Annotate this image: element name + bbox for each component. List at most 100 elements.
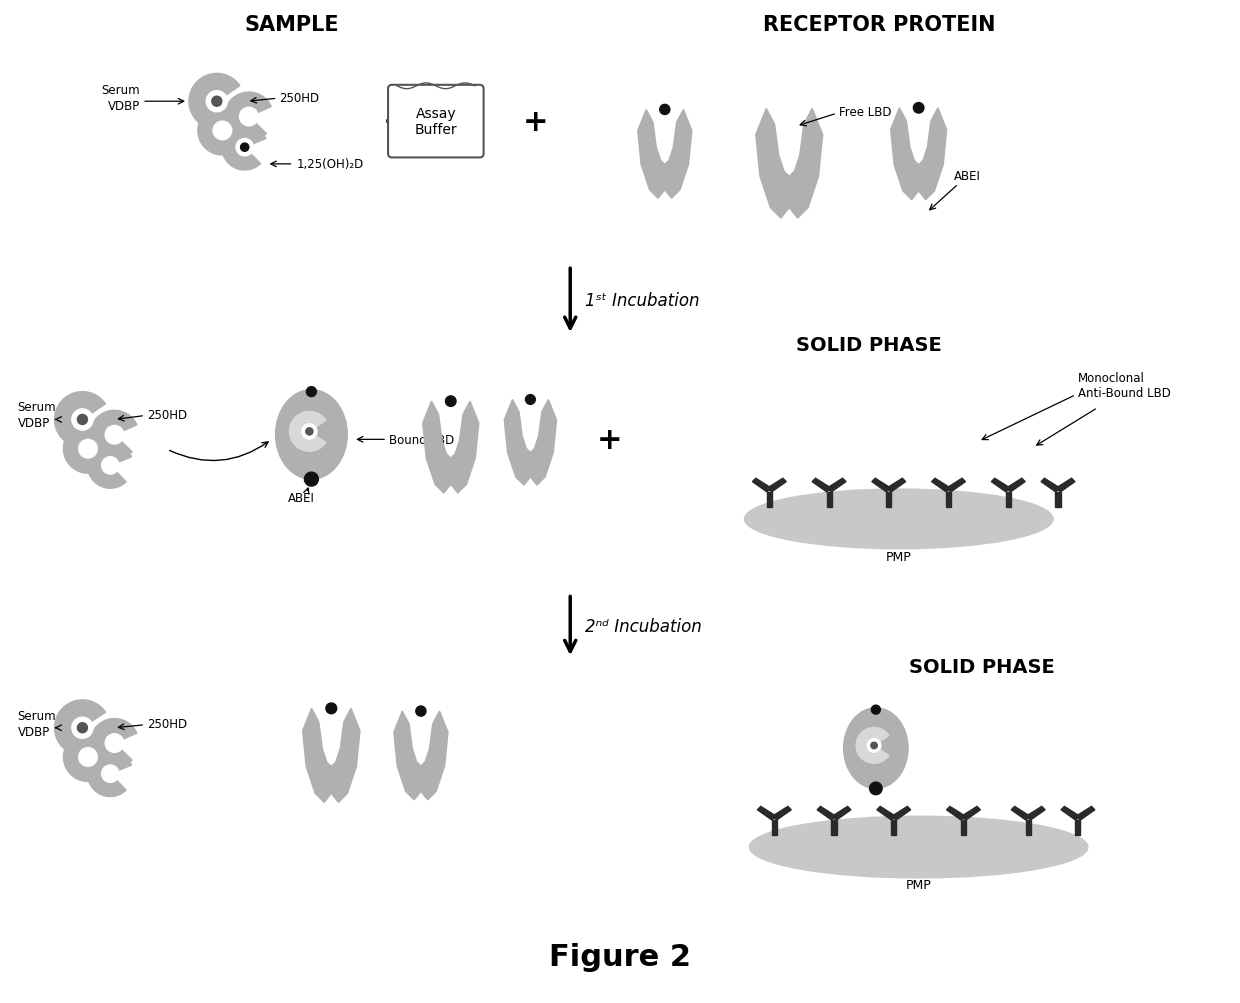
Wedge shape (188, 74, 239, 130)
Polygon shape (1075, 820, 1080, 835)
Circle shape (326, 703, 337, 714)
Circle shape (869, 782, 882, 794)
Polygon shape (946, 492, 951, 508)
Circle shape (102, 457, 119, 474)
Circle shape (72, 409, 93, 430)
Polygon shape (946, 806, 966, 820)
Circle shape (77, 415, 88, 425)
Ellipse shape (843, 708, 908, 788)
Text: RECEPTOR PROTEIN: RECEPTOR PROTEIN (763, 15, 994, 35)
Circle shape (78, 748, 97, 766)
Text: ABEI: ABEI (288, 491, 315, 505)
FancyBboxPatch shape (388, 85, 484, 158)
Polygon shape (766, 478, 786, 492)
Text: 250HD: 250HD (279, 91, 320, 104)
Text: Monoclonal
Anti-Bound LBD: Monoclonal Anti-Bound LBD (1078, 371, 1171, 399)
Text: +: + (522, 107, 548, 136)
Wedge shape (63, 733, 109, 781)
Circle shape (105, 426, 124, 444)
Polygon shape (961, 820, 966, 835)
Circle shape (102, 765, 119, 782)
Polygon shape (1055, 478, 1075, 492)
Wedge shape (856, 728, 889, 763)
Text: SOLID PHASE: SOLID PHASE (909, 657, 1054, 676)
Circle shape (306, 428, 312, 435)
Text: 1ˢᵗ Incubation: 1ˢᵗ Incubation (585, 292, 699, 310)
Polygon shape (1055, 492, 1060, 508)
Text: 250HD: 250HD (148, 717, 187, 730)
Polygon shape (832, 806, 851, 820)
Wedge shape (224, 93, 272, 141)
Polygon shape (423, 402, 479, 493)
Polygon shape (771, 806, 791, 820)
Polygon shape (812, 478, 832, 492)
Wedge shape (88, 443, 131, 488)
Circle shape (239, 108, 258, 126)
Text: Bound LBD: Bound LBD (389, 433, 454, 446)
Text: 1,25(OH)₂D: 1,25(OH)₂D (296, 158, 363, 172)
Circle shape (77, 723, 88, 733)
Polygon shape (1061, 806, 1080, 820)
Text: Free LBD: Free LBD (839, 105, 892, 118)
Text: SOLID PHASE: SOLID PHASE (796, 336, 941, 355)
Polygon shape (931, 478, 951, 492)
Polygon shape (766, 492, 771, 508)
Circle shape (236, 139, 253, 156)
Circle shape (72, 717, 93, 738)
Text: +: + (598, 425, 622, 454)
Text: Assay
Buffer: Assay Buffer (414, 107, 458, 137)
Polygon shape (753, 478, 771, 492)
Circle shape (105, 734, 124, 752)
Circle shape (526, 395, 536, 405)
Text: +: + (383, 107, 409, 136)
Circle shape (306, 387, 316, 397)
Polygon shape (771, 820, 776, 835)
Text: ABEI: ABEI (954, 171, 981, 184)
Text: Serum
VDBP: Serum VDBP (102, 83, 140, 112)
Circle shape (213, 122, 232, 140)
Polygon shape (1042, 478, 1060, 492)
Text: 2ⁿᵈ Incubation: 2ⁿᵈ Incubation (585, 618, 702, 636)
Polygon shape (892, 820, 897, 835)
Polygon shape (890, 108, 946, 201)
Polygon shape (756, 109, 822, 219)
Polygon shape (961, 806, 981, 820)
Circle shape (660, 105, 670, 115)
Wedge shape (222, 125, 265, 171)
Wedge shape (91, 719, 136, 767)
Polygon shape (832, 820, 837, 835)
Polygon shape (1006, 492, 1011, 508)
Text: Serum
VDBP: Serum VDBP (17, 709, 56, 738)
Polygon shape (817, 806, 837, 820)
Ellipse shape (744, 489, 1053, 550)
Polygon shape (1075, 806, 1095, 820)
Text: Serum
VDBP: Serum VDBP (17, 400, 56, 429)
Circle shape (445, 396, 456, 407)
Wedge shape (63, 424, 109, 473)
Circle shape (867, 739, 880, 752)
Text: PMP: PMP (885, 551, 911, 564)
Polygon shape (637, 110, 692, 199)
Circle shape (872, 705, 880, 714)
Circle shape (870, 742, 877, 749)
Ellipse shape (275, 390, 347, 479)
Circle shape (415, 706, 427, 716)
Polygon shape (1025, 820, 1030, 835)
Polygon shape (887, 492, 892, 508)
Text: PMP: PMP (905, 879, 931, 892)
Polygon shape (1012, 806, 1030, 820)
Wedge shape (289, 412, 326, 451)
Polygon shape (991, 478, 1011, 492)
Polygon shape (887, 478, 905, 492)
Wedge shape (91, 411, 136, 459)
Circle shape (301, 424, 317, 439)
Circle shape (241, 143, 249, 152)
Polygon shape (303, 709, 360, 802)
Polygon shape (877, 806, 897, 820)
Circle shape (914, 103, 924, 114)
Wedge shape (198, 107, 244, 155)
Circle shape (78, 440, 97, 458)
Circle shape (305, 472, 319, 486)
Text: 250HD: 250HD (148, 408, 187, 421)
Polygon shape (394, 711, 448, 800)
